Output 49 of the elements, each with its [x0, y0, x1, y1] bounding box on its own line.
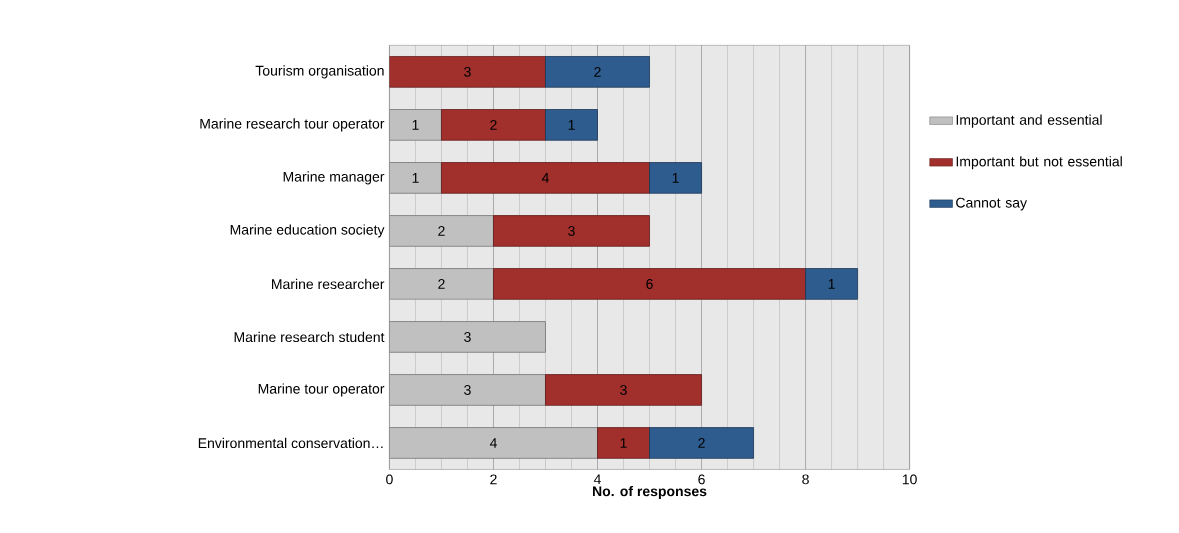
data-label: 4: [541, 172, 549, 183]
y-tick-label: Marine tour operator: [258, 383, 385, 397]
data-label: 2: [490, 119, 497, 130]
data-label: 1: [828, 278, 835, 289]
bar: [649, 161, 702, 194]
y-tick-label: Marine research student: [234, 331, 385, 342]
data-label: 3: [464, 66, 471, 77]
data-label: 2: [438, 225, 445, 236]
bar: [545, 108, 598, 141]
legend-label: Cannot say: [956, 197, 1027, 211]
data-label: 1: [672, 172, 679, 183]
y-tick-label: Tourism organisation: [255, 65, 384, 79]
data-label: 2: [438, 278, 445, 289]
bar: [649, 426, 754, 459]
data-label: 6: [646, 278, 653, 289]
bar: [805, 267, 858, 300]
x-axis-title: No. of responses: [593, 485, 707, 499]
y-tick-label: Environmental conservation…: [198, 437, 383, 448]
bar: [441, 161, 650, 194]
bar: [597, 426, 650, 459]
data-label: 1: [412, 119, 419, 130]
data-label: 3: [620, 384, 627, 395]
bar: [493, 214, 650, 247]
x-tick-label: 2: [490, 474, 497, 484]
x-tick-label: 8: [802, 474, 809, 485]
x-tick-label: 4: [593, 474, 601, 484]
data-label: 2: [698, 437, 705, 448]
x-tick-label: 0: [386, 474, 393, 485]
y-tick-label: Marine researcher: [272, 278, 385, 289]
legend-label: Important and essential: [956, 114, 1102, 128]
y-tick-label: Marine education society: [230, 224, 385, 238]
bar: [545, 55, 650, 88]
bar: [545, 373, 702, 406]
y-tick-label: Marine research tour operator: [200, 118, 385, 132]
bar: [389, 267, 494, 300]
data-label: 1: [568, 119, 575, 130]
data-label: 3: [464, 384, 471, 395]
x-tick-label: 6: [698, 474, 705, 485]
data-label: 4: [489, 437, 497, 448]
legend-label: Important but not essential: [956, 155, 1122, 169]
data-label: 1: [412, 172, 419, 183]
x-tick-label: 10: [902, 474, 917, 485]
data-label: 2: [594, 66, 601, 77]
data-label: 1: [620, 437, 627, 448]
bar: [493, 267, 806, 300]
data-label: 3: [568, 225, 575, 236]
data-label: 3: [464, 331, 471, 342]
y-tick-label: Marine manager: [283, 171, 385, 185]
bar: [441, 108, 546, 141]
